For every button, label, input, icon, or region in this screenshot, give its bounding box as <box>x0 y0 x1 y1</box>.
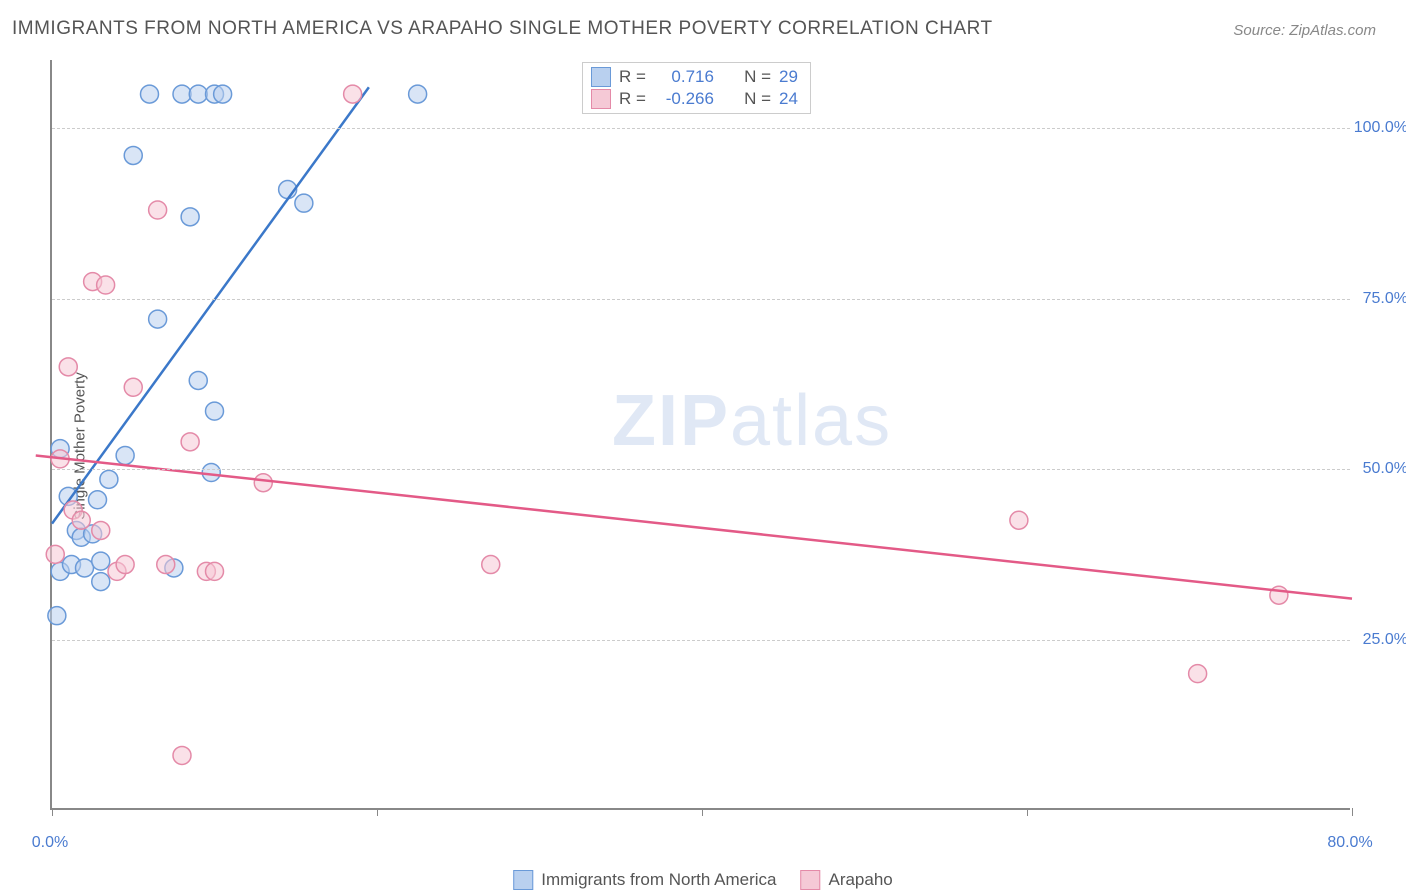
data-point <box>206 402 224 420</box>
data-point <box>116 446 134 464</box>
y-tick-label: 75.0% <box>1363 290 1406 308</box>
data-point <box>1189 665 1207 683</box>
data-point <box>46 545 64 563</box>
chart-title: IMMIGRANTS FROM NORTH AMERICA VS ARAPAHO… <box>12 18 993 40</box>
legend-swatch <box>800 870 820 890</box>
legend-n-value: 24 <box>779 89 798 109</box>
legend-n-label: N = <box>744 89 771 109</box>
legend-r-label: R = <box>619 89 646 109</box>
x-tick <box>1027 808 1028 816</box>
data-point <box>48 607 66 625</box>
legend-bottom: Immigrants from North America Arapaho <box>513 870 893 890</box>
x-tick-label: 0.0% <box>32 834 68 852</box>
x-tick <box>1352 808 1353 816</box>
gridline <box>52 128 1350 129</box>
data-point <box>100 470 118 488</box>
legend-correlation: R = 0.716 N = 29 R = -0.266 N = 24 <box>582 62 811 114</box>
legend-r-label: R = <box>619 67 646 87</box>
plot-area: ZIPatlas R =0.716 N = 29R =-0.266 N = 24… <box>50 60 1350 810</box>
data-point <box>92 552 110 570</box>
data-point <box>141 85 159 103</box>
data-point <box>92 573 110 591</box>
x-tick <box>377 808 378 816</box>
data-point <box>124 378 142 396</box>
data-point <box>124 146 142 164</box>
legend-item: Arapaho <box>800 870 892 890</box>
trend-line <box>52 87 369 523</box>
x-tick <box>702 808 703 816</box>
data-point <box>189 371 207 389</box>
data-point <box>92 521 110 539</box>
trend-line <box>36 455 1352 598</box>
data-point <box>189 85 207 103</box>
data-point <box>59 358 77 376</box>
legend-n-value: 29 <box>779 67 798 87</box>
data-point <box>409 85 427 103</box>
legend-r-value: 0.716 <box>654 67 714 87</box>
legend-item: Immigrants from North America <box>513 870 776 890</box>
data-point <box>344 85 362 103</box>
source-name: ZipAtlas.com <box>1289 22 1376 39</box>
data-point <box>173 746 191 764</box>
data-point <box>149 310 167 328</box>
data-point <box>89 491 107 509</box>
legend-row: R = -0.266 N = 24 <box>591 89 798 109</box>
data-point <box>72 511 90 529</box>
data-point <box>157 556 175 574</box>
data-point <box>173 85 191 103</box>
data-point <box>116 556 134 574</box>
legend-row: R = 0.716 N = 29 <box>591 67 798 87</box>
data-point <box>482 556 500 574</box>
data-point <box>97 276 115 294</box>
data-point <box>181 433 199 451</box>
data-point <box>202 464 220 482</box>
data-point <box>214 85 232 103</box>
x-tick <box>52 808 53 816</box>
x-tick-label: 80.0% <box>1327 834 1372 852</box>
gridline <box>52 469 1350 470</box>
data-point <box>76 559 94 577</box>
source-attribution: Source: ZipAtlas.com <box>1233 22 1376 39</box>
data-point <box>1010 511 1028 529</box>
data-point <box>149 201 167 219</box>
legend-label: Arapaho <box>828 870 892 890</box>
legend-n-label: N = <box>744 67 771 87</box>
legend-swatch <box>591 89 611 109</box>
data-point <box>295 194 313 212</box>
legend-r-value: -0.266 <box>654 89 714 109</box>
gridline <box>52 640 1350 641</box>
legend-swatch <box>591 67 611 87</box>
y-tick-label: 50.0% <box>1363 460 1406 478</box>
data-point <box>206 562 224 580</box>
gridline <box>52 299 1350 300</box>
chart-container: IMMIGRANTS FROM NORTH AMERICA VS ARAPAHO… <box>0 0 1406 892</box>
legend-label: Immigrants from North America <box>541 870 776 890</box>
legend-swatch <box>513 870 533 890</box>
data-point <box>181 208 199 226</box>
chart-svg <box>52 60 1350 808</box>
y-tick-label: 100.0% <box>1354 119 1406 137</box>
data-point <box>254 474 272 492</box>
source-prefix: Source: <box>1233 22 1289 39</box>
y-tick-label: 25.0% <box>1363 631 1406 649</box>
